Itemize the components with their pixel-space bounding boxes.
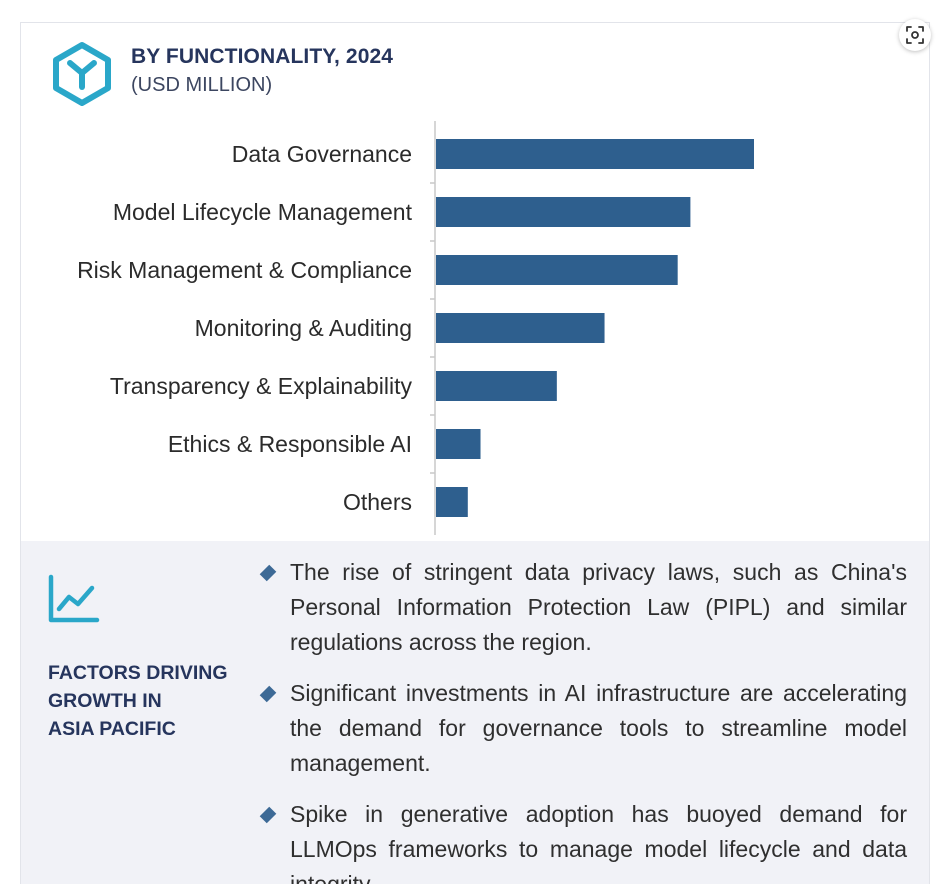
factors-title-line: FACTORS DRIVING (48, 662, 228, 684)
diamond-bullet-icon (259, 564, 277, 582)
factor-item: Spike in generative adoption has buoyed … (259, 797, 907, 884)
bar (436, 313, 605, 343)
bar (436, 255, 678, 285)
factor-item: Significant investments in AI infrastruc… (259, 676, 907, 781)
chart-title: BY FUNCTIONALITY, 2024 (131, 45, 394, 68)
diamond-bullet-icon (259, 806, 277, 824)
factors-title: FACTORS DRIVING GROWTH IN ASIA PACIFIC (48, 659, 258, 743)
category-label: Transparency & Explainability (110, 373, 413, 399)
bar (436, 429, 481, 459)
category-label: Risk Management & Compliance (77, 257, 412, 283)
category-label: Ethics & Responsible AI (168, 431, 412, 457)
zoom-button[interactable] (899, 19, 931, 51)
factor-text: The rise of stringent data privacy laws,… (290, 559, 907, 655)
bar (436, 197, 691, 227)
category-label: Others (343, 489, 412, 515)
factor-text: Significant investments in AI infrastruc… (290, 680, 907, 776)
bar (436, 371, 557, 401)
bar (436, 139, 754, 169)
factors-panel: FACTORS DRIVING GROWTH IN ASIA PACIFIC T… (21, 541, 929, 884)
factors-title-line: GROWTH IN (48, 690, 162, 712)
category-label: Model Lifecycle Management (113, 199, 413, 225)
trend-chart-icon (48, 574, 100, 623)
factors-title-line: ASIA PACIFIC (48, 718, 176, 740)
diamond-bullet-icon (259, 685, 277, 703)
cube-y-icon (53, 42, 111, 106)
zoom-focus-icon (906, 26, 924, 44)
chart-header: BY FUNCTIONALITY, 2024 (USD MILLION) (21, 23, 929, 113)
chart-subtitle: (USD MILLION) (131, 74, 273, 96)
factors-list: The rise of stringent data privacy laws,… (259, 555, 907, 884)
functionality-bar-chart: Data Governance Model Lifecycle Managemen… (77, 121, 754, 535)
category-label: Monitoring & Auditing (195, 315, 412, 341)
factor-text: Spike in generative adoption has buoyed … (290, 801, 907, 884)
infographic-card: BY FUNCTIONALITY, 2024 (USD MILLION) Dat… (20, 22, 930, 884)
category-label: Data Governance (232, 141, 412, 167)
bar (436, 487, 468, 517)
factor-item: The rise of stringent data privacy laws,… (259, 555, 907, 660)
